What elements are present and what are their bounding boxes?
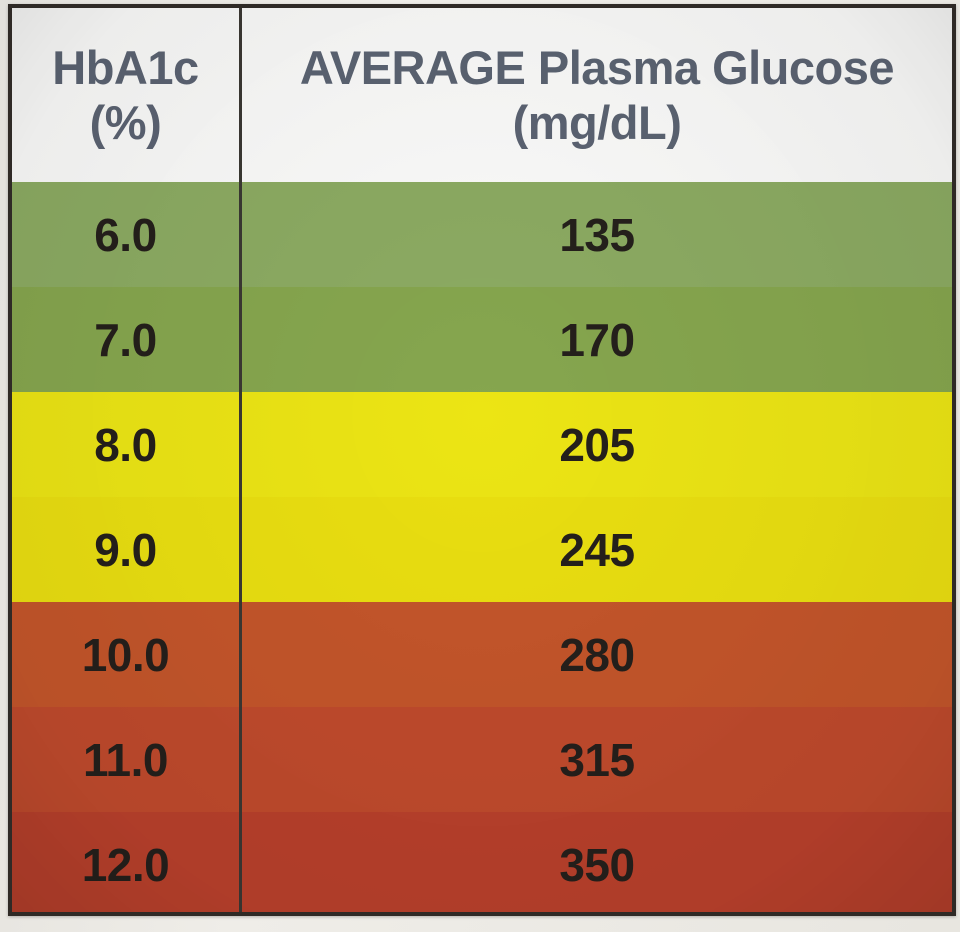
column-header-hba1c: HbA1c (%) bbox=[12, 8, 242, 182]
column-header-glucose-line1: AVERAGE Plasma Glucose bbox=[299, 40, 895, 94]
cell-hba1c: 11.0 bbox=[12, 707, 242, 812]
table-row: 7.0 170 bbox=[12, 287, 952, 392]
cell-hba1c: 8.0 bbox=[12, 392, 242, 497]
cell-glucose: 170 bbox=[240, 287, 952, 392]
column-header-hba1c-line1: HbA1c bbox=[52, 40, 199, 94]
hba1c-glucose-table: HbA1c (%) AVERAGE Plasma Glucose (mg/dL)… bbox=[12, 8, 952, 912]
table-header: HbA1c (%) AVERAGE Plasma Glucose (mg/dL) bbox=[12, 8, 952, 182]
cell-hba1c: 9.0 bbox=[12, 497, 242, 602]
cell-hba1c: 6.0 bbox=[12, 182, 242, 287]
table-body: 6.0 135 7.0 170 8.0 205 9.0 245 10.0 2 bbox=[12, 182, 952, 912]
cell-hba1c: 7.0 bbox=[12, 287, 242, 392]
column-header-hba1c-line2: (%) bbox=[89, 96, 162, 149]
column-header-glucose: AVERAGE Plasma Glucose (mg/dL) bbox=[240, 8, 952, 182]
glucose-conversion-chart: HbA1c (%) AVERAGE Plasma Glucose (mg/dL)… bbox=[8, 4, 956, 916]
cell-glucose: 205 bbox=[240, 392, 952, 497]
table-row: 8.0 205 bbox=[12, 392, 952, 497]
column-header-glucose-line2: (mg/dL) bbox=[512, 96, 682, 149]
table-row: 9.0 245 bbox=[12, 497, 952, 602]
cell-glucose: 135 bbox=[240, 182, 952, 287]
cell-glucose: 245 bbox=[240, 497, 952, 602]
table-row: 6.0 135 bbox=[12, 182, 952, 287]
table-row: 12.0 350 bbox=[12, 812, 952, 912]
table-row: 11.0 315 bbox=[12, 707, 952, 812]
cell-glucose: 280 bbox=[240, 602, 952, 707]
cell-hba1c: 10.0 bbox=[12, 602, 242, 707]
cell-glucose: 350 bbox=[240, 812, 952, 912]
table-row: 10.0 280 bbox=[12, 602, 952, 707]
cell-hba1c: 12.0 bbox=[12, 812, 242, 912]
cell-glucose: 315 bbox=[240, 707, 952, 812]
header-row: HbA1c (%) AVERAGE Plasma Glucose (mg/dL) bbox=[12, 8, 952, 182]
